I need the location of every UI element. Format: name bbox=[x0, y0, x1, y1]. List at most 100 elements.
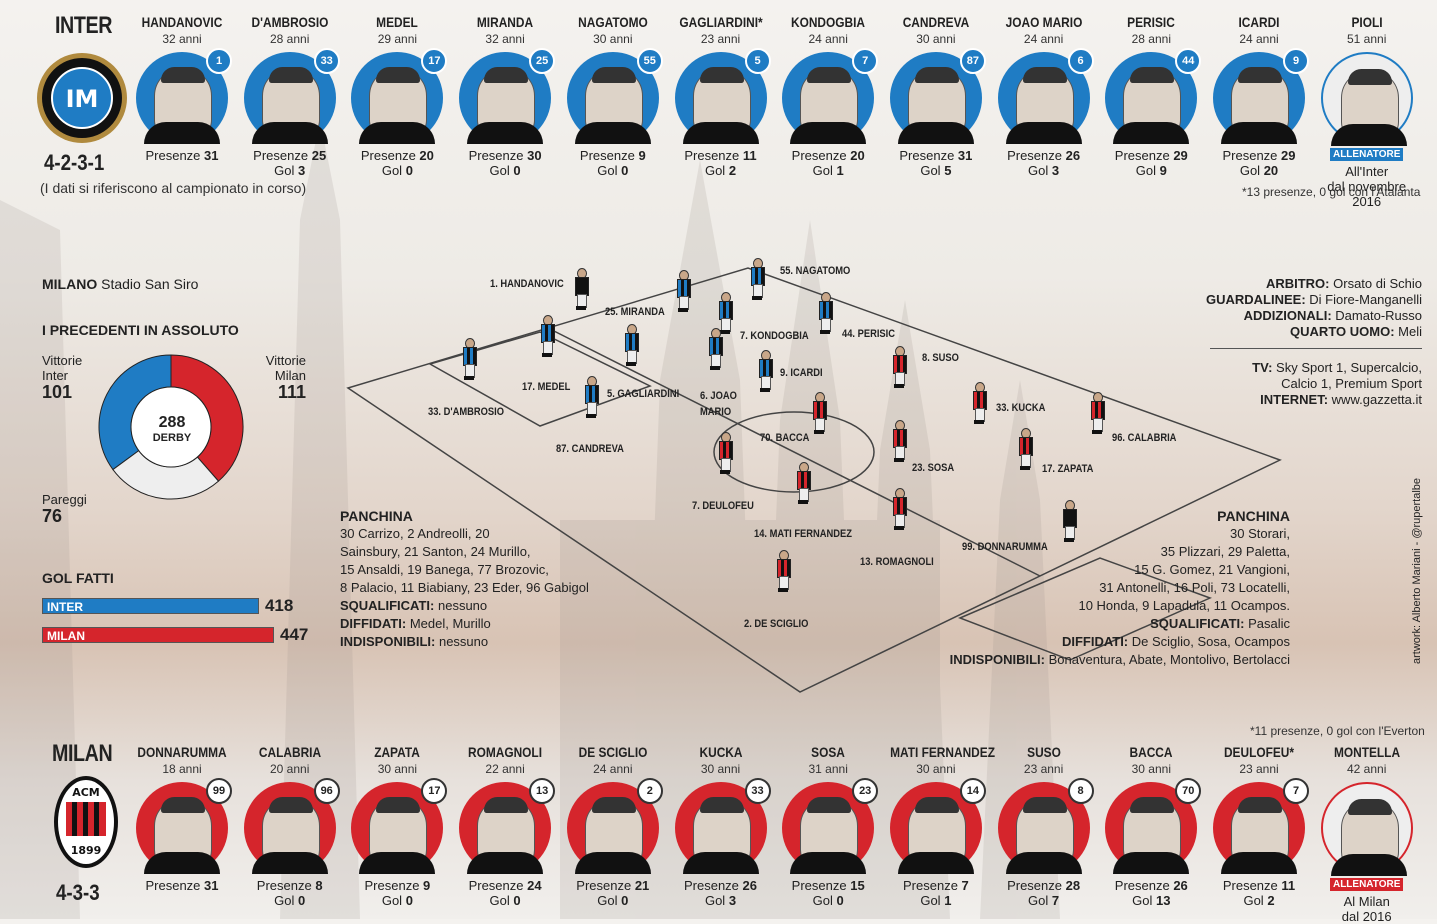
presenze-label: Presenze bbox=[1007, 878, 1062, 893]
player-figure bbox=[462, 338, 477, 382]
player-name: KUCKA bbox=[699, 744, 742, 760]
gol-label: Gol bbox=[489, 163, 510, 178]
coach-shirt bbox=[1330, 854, 1407, 876]
presenze-label: Presenze bbox=[579, 148, 635, 163]
pitch-label-inter: 33. D'AMBROSIO bbox=[428, 406, 505, 418]
gol-label: Gol bbox=[1135, 163, 1156, 178]
player-figure bbox=[708, 328, 723, 372]
player-figure bbox=[776, 550, 791, 594]
presenze-line: Presenze 9 bbox=[343, 878, 451, 893]
gol-line: Gol 2 bbox=[1205, 893, 1313, 908]
presenze-value: 8 bbox=[315, 878, 323, 893]
presenze-line: Presenze 31 bbox=[128, 878, 236, 893]
player-stats: Presenze 28 Gol 7 bbox=[990, 878, 1098, 908]
player-stats: Presenze 9 Gol 0 bbox=[559, 148, 667, 178]
gol-value: 5 bbox=[944, 163, 952, 178]
milan-bench: PANCHINA 30 Storari, 35 Plizzari, 29 Pal… bbox=[880, 507, 1290, 669]
player-name: JOAO MARIO bbox=[1005, 14, 1082, 30]
player-photo: 25 bbox=[459, 48, 556, 144]
player-name: KONDOGBIA bbox=[791, 14, 866, 30]
player-stats: Presenze 15 Gol 0 bbox=[774, 878, 882, 908]
player-shirt bbox=[251, 122, 328, 144]
player-card: ICARDI 24 anni 9 Presenze 29 Gol 20 bbox=[1205, 14, 1313, 178]
gol-line: Gol 3 bbox=[990, 163, 1098, 178]
gol-fatti-value-inter: 418 bbox=[264, 596, 294, 615]
coach-name: PIOLI bbox=[1351, 14, 1383, 30]
player-figure bbox=[892, 488, 907, 532]
player-age: 18 anni bbox=[162, 762, 202, 776]
presenze-value: 29 bbox=[1173, 148, 1188, 163]
milan-diffidati-label: DIFFIDATI: bbox=[1061, 634, 1129, 649]
presenze-value: 25 bbox=[311, 148, 327, 163]
internet-label: INTERNET: bbox=[1260, 392, 1329, 407]
figure-shoes bbox=[1020, 466, 1030, 470]
milan-squalificati: Pasalic bbox=[1248, 616, 1290, 631]
presenze-label: Presenze bbox=[903, 878, 958, 893]
player-stats: Presenze 26 Gol 13 bbox=[1097, 878, 1205, 908]
gol-line: Gol 7 bbox=[990, 893, 1098, 908]
milan-logo-icon: ACM 1899 bbox=[54, 776, 118, 868]
gol-label: Gol bbox=[704, 893, 726, 908]
figure-shoes bbox=[894, 458, 904, 462]
presenze-value: 26 bbox=[1173, 878, 1188, 893]
inter-footnote: *13 presenze, 0 gol con l'Atalanta bbox=[1242, 185, 1421, 199]
pitch-label-inter: 55. NAGATOMO bbox=[780, 265, 851, 277]
gol-line: Gol 0 bbox=[236, 893, 344, 908]
presenze-label: Presenze bbox=[1114, 148, 1170, 163]
gol-value: 2 bbox=[1267, 893, 1275, 908]
player-card: DE SCIGLIO 24 anni 2 Presenze 21 Gol 0 bbox=[559, 744, 667, 908]
gol-line: Gol 20 bbox=[1205, 163, 1313, 178]
presenze-label: Presenze bbox=[468, 878, 524, 893]
player-shirt bbox=[574, 122, 651, 144]
figure-shoes bbox=[710, 366, 720, 370]
player-name: MIRANDA bbox=[476, 14, 534, 30]
pitch-label-inter: 87. CANDREVA bbox=[556, 443, 624, 455]
player-photo: 6 bbox=[997, 48, 1094, 144]
gol-value: 0 bbox=[513, 893, 521, 908]
player-figure bbox=[540, 315, 555, 359]
coach-tag: ALLENATORE bbox=[1329, 878, 1404, 891]
presenze-line: Presenze 31 bbox=[128, 148, 236, 163]
gol-line: Gol 5 bbox=[882, 163, 990, 178]
quarto-uomo-label: QUARTO UOMO: bbox=[1290, 324, 1395, 339]
player-card: GAGLIARDINI* 23 anni 5 Presenze 11 Gol 2 bbox=[667, 14, 775, 178]
gol-label: Gol bbox=[920, 893, 941, 908]
presenze-value: 26 bbox=[742, 878, 757, 893]
tv-line-1: Sky Sport 1, Supercalcio, bbox=[1276, 360, 1422, 375]
player-card: D'AMBROSIO 28 anni 33 Presenze 25 Gol 3 bbox=[236, 14, 344, 178]
milan-squalificati-label: SQUALIFICATI: bbox=[1150, 616, 1245, 631]
pitch-label-inter: 6. JOAO bbox=[700, 390, 737, 402]
player-photo: 70 bbox=[1105, 778, 1202, 874]
player-age: 32 anni bbox=[162, 32, 202, 46]
presenze-line: Presenze 20 bbox=[343, 148, 451, 163]
presenze-value: 31 bbox=[204, 148, 219, 163]
shirt-number-badge: 87 bbox=[959, 48, 986, 74]
gol-value: 1 bbox=[836, 163, 844, 178]
shirt-number-badge: 17 bbox=[421, 48, 448, 74]
pitch-label-inter: 44. PERISIC bbox=[842, 328, 896, 340]
player-name: ZAPATA bbox=[374, 744, 421, 760]
player-name: PERISIC bbox=[1127, 14, 1176, 30]
gol-value: 3 bbox=[1051, 163, 1060, 178]
pitch-label-milan: 2. DE SCIGLIO bbox=[744, 618, 809, 630]
gol-value: 0 bbox=[621, 893, 629, 908]
player-shirt bbox=[1005, 852, 1082, 874]
shirt-number-badge: 8 bbox=[1067, 778, 1094, 804]
coach-photo bbox=[1320, 782, 1413, 876]
presenze-value: 7 bbox=[961, 878, 969, 893]
inter-formation: 4-2-3-1 bbox=[44, 150, 105, 175]
milan-wins-value: 111 bbox=[277, 382, 306, 402]
gol-line: Gol 13 bbox=[1097, 893, 1205, 908]
player-name: DEULOFEU* bbox=[1223, 744, 1295, 760]
coach-info: All'Inter dal novembre 2016 bbox=[1313, 164, 1421, 209]
shirt-number-badge: 14 bbox=[959, 778, 986, 804]
player-figure bbox=[1018, 428, 1033, 472]
player-card: KONDOGBIA 24 anni 7 Presenze 20 Gol 1 bbox=[774, 14, 882, 178]
player-shirt bbox=[897, 122, 974, 144]
player-age: 28 anni bbox=[1131, 32, 1171, 46]
presenze-label: Presenze bbox=[360, 148, 416, 163]
pitch-label-milan: 33. KUCKA bbox=[996, 402, 1046, 414]
player-name: HANDANOVIC bbox=[141, 14, 223, 30]
pitch-label-inter: 1. HANDANOVIC bbox=[490, 278, 564, 290]
player-card: JOAO MARIO 24 anni 6 Presenze 26 Gol 3 bbox=[990, 14, 1098, 178]
